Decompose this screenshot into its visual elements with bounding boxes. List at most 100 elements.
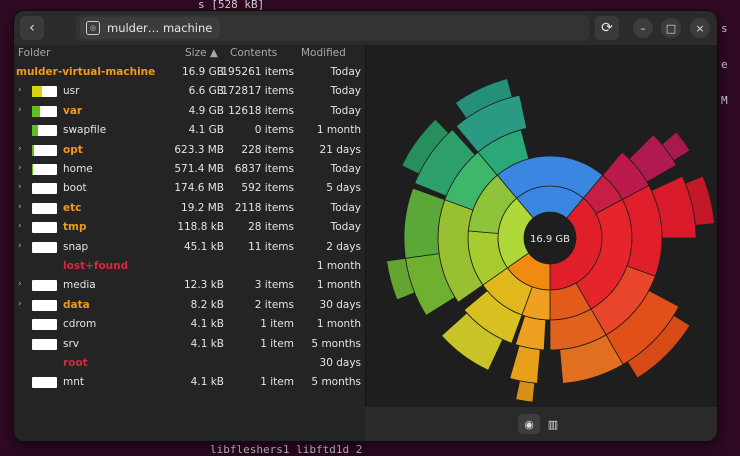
rings-chart-icon: ◉	[524, 417, 534, 431]
table-row[interactable]: › media 12.3 kB 3 items 1 month	[14, 276, 365, 295]
expander-icon[interactable]: ›	[18, 104, 22, 115]
view-switcher: ◉ ▥	[365, 407, 717, 441]
folder-size: 16.9 GB	[181, 66, 224, 78]
ring-segment[interactable]	[509, 345, 541, 384]
chevron-left-icon: ‹	[29, 20, 35, 36]
expander-icon[interactable]: ›	[18, 298, 22, 309]
table-row[interactable]: srv 4.1 kB 1 item 5 months	[14, 335, 365, 354]
folder-modified: 1 month	[316, 124, 361, 137]
table-row[interactable]: › var 4.9 GB 12618 items Today	[14, 102, 365, 121]
folder-name: mnt	[63, 376, 84, 389]
close-button[interactable]: ×	[690, 18, 710, 38]
terminal-text: libfleshers1 libftd1d 2	[210, 443, 363, 456]
usage-bar	[32, 144, 57, 156]
usage-fill	[32, 125, 39, 137]
usage-bar	[32, 222, 57, 234]
usage-bar	[32, 241, 57, 253]
usage-fill	[32, 144, 34, 156]
folder-modified: Today	[330, 163, 361, 175]
chart-center[interactable]	[524, 212, 576, 264]
folder-modified: Today	[330, 201, 361, 214]
folder-modified: Today	[330, 85, 361, 98]
table-row[interactable]: mulder-virtual-machine 16.9 GB 195261 item…	[14, 63, 365, 82]
back-button[interactable]: ‹	[20, 16, 44, 40]
ring-segment[interactable]	[559, 334, 624, 384]
ring-segment[interactable]	[515, 380, 536, 403]
ring-segment[interactable]	[684, 175, 715, 226]
expander-icon[interactable]: ›	[18, 182, 22, 193]
folder-name: opt	[63, 143, 83, 156]
table-row[interactable]: › tmp 118.8 kB 28 items Today	[14, 218, 365, 237]
folder-name: mulder-virtual-machine	[16, 66, 156, 78]
expander-icon[interactable]: ›	[18, 221, 22, 232]
rings-view-button[interactable]: ◉	[518, 414, 540, 434]
ring-segment[interactable]	[386, 257, 416, 301]
expander-icon[interactable]: ›	[18, 201, 22, 212]
folder-size: 174.6 MB	[174, 182, 224, 195]
column-header: Folder Size ▲ Contents Modified	[14, 45, 365, 63]
folder-modified: 2 days	[326, 240, 361, 253]
folder-modified: 30 days	[319, 298, 361, 311]
folder-name: etc	[63, 201, 82, 214]
ring-segment[interactable]	[403, 187, 446, 259]
expander-icon[interactable]: ›	[18, 85, 22, 96]
expander-icon[interactable]: ›	[18, 279, 22, 290]
table-row[interactable]: swapfile 4.1 GB 0 items 1 month	[14, 121, 365, 140]
table-row[interactable]: › opt 623.3 MB 228 items 21 days	[14, 141, 365, 160]
ring-segment[interactable]	[454, 78, 513, 119]
folder-modified: 1 month	[316, 260, 361, 272]
expander-icon[interactable]: ›	[18, 143, 22, 154]
usage-fill	[32, 86, 42, 98]
expander-icon[interactable]: ›	[18, 163, 22, 173]
location-button[interactable]: ◎ mulder… machine	[80, 17, 221, 39]
column-size[interactable]: Size ▲	[185, 47, 218, 59]
table-row[interactable]: › snap 45.1 kB 11 items 2 days	[14, 238, 365, 257]
usage-fill	[32, 164, 34, 175]
folder-modified: 30 days	[319, 357, 361, 369]
table-row[interactable]: root 30 days	[14, 354, 365, 373]
terminal-text: s	[721, 22, 728, 35]
refresh-button[interactable]: ⟳	[595, 16, 619, 40]
table-row[interactable]: › data 8.2 kB 2 items 30 days	[14, 296, 365, 315]
usage-bar	[32, 319, 57, 331]
folder-contents: 0 items	[254, 124, 294, 137]
column-contents[interactable]: Contents	[230, 47, 278, 59]
treemap-view-button[interactable]: ▥	[542, 414, 564, 434]
ring-segment[interactable]	[661, 131, 691, 162]
folder-size: 4.1 kB	[190, 337, 224, 350]
folder-modified: 5 days	[326, 182, 361, 195]
table-row[interactable]: › boot 174.6 MB 592 items 5 days	[14, 179, 365, 198]
location-bar: ◎ mulder… machine	[76, 15, 589, 41]
table-row[interactable]: › home 571.4 MB 6837 items Today	[14, 160, 365, 179]
folder-contents: 1 item	[260, 318, 294, 331]
folder-contents: 2 items	[254, 298, 294, 311]
usage-bar	[32, 86, 57, 98]
minimize-icon: –	[640, 21, 646, 35]
table-row[interactable]: mnt 4.1 kB 1 item 5 months	[14, 373, 365, 392]
table-row[interactable]: lost+found 1 month	[14, 257, 365, 276]
table-row[interactable]: cdrom 4.1 kB 1 item 1 month	[14, 315, 365, 334]
usage-bar	[32, 164, 57, 175]
minimize-button[interactable]: –	[633, 18, 653, 38]
folder-name: root	[63, 357, 88, 369]
column-folder[interactable]: Folder	[18, 47, 51, 59]
folder-size: 571.4 MB	[174, 163, 224, 175]
ring-segment[interactable]	[626, 314, 691, 379]
ring-segment[interactable]	[440, 312, 504, 371]
folder-contents: 28 items	[248, 221, 294, 234]
folder-contents: 1 item	[260, 337, 294, 350]
expander-icon[interactable]: ›	[18, 240, 22, 251]
ring-chart[interactable]: 16.9 GB	[366, 45, 717, 407]
folder-contents: 172817 items	[221, 85, 294, 98]
ring-segment[interactable]	[401, 118, 450, 175]
folder-size: 4.1 kB	[190, 318, 224, 331]
usage-bar	[32, 280, 57, 292]
table-row[interactable]: › usr 6.6 GB 172817 items Today	[14, 82, 365, 101]
folder-name: media	[63, 279, 96, 292]
column-modified[interactable]: Modified	[301, 47, 346, 59]
maximize-button[interactable]: □	[661, 18, 681, 38]
folder-list: Folder Size ▲ Contents Modified mulder-v…	[14, 45, 365, 441]
usage-bar	[32, 183, 57, 195]
table-row[interactable]: › etc 19.2 MB 2118 items Today	[14, 199, 365, 218]
folder-contents: 228 items	[241, 143, 294, 156]
